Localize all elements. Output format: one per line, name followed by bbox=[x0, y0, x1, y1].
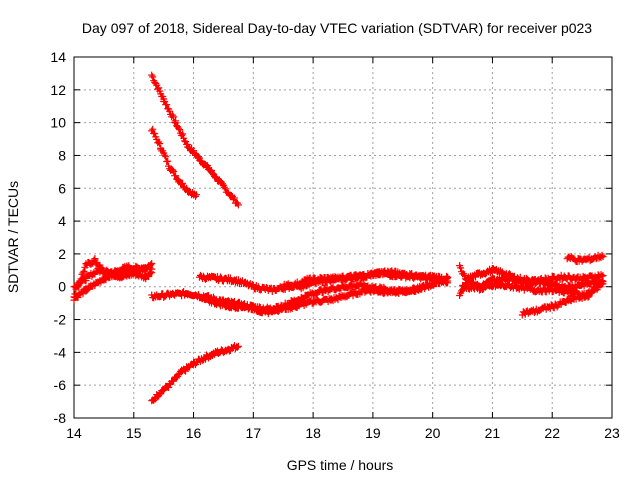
series-arc-9 bbox=[196, 273, 452, 318]
plot-frame bbox=[73, 56, 613, 419]
series-arc-2 bbox=[148, 125, 200, 200]
x-tick-label: 17 bbox=[246, 425, 262, 441]
y-tick-label: 10 bbox=[50, 115, 66, 131]
x-tick-label: 23 bbox=[604, 425, 620, 441]
y-tick-label: 14 bbox=[50, 49, 66, 65]
y-tick-label: 4 bbox=[58, 213, 66, 229]
x-axis-label: GPS time / hours bbox=[287, 457, 394, 473]
x-tick-label: 22 bbox=[544, 425, 560, 441]
y-tick-label: 6 bbox=[58, 180, 66, 196]
axis-ticks: 14 15 16 17 18 19 20 21 22 23 -8 -6 -4 -2 0 2 4 6 8 10 12 14 bbox=[50, 49, 620, 441]
x-tick-label: 16 bbox=[186, 425, 202, 441]
y-tick-label: -4 bbox=[54, 344, 67, 360]
chart-title: Day 097 of 2018, Sidereal Day-to-day VTE… bbox=[82, 20, 592, 36]
series-arc-3 bbox=[148, 342, 242, 405]
x-tick-label: 20 bbox=[425, 425, 441, 441]
series-arc-15 bbox=[563, 251, 607, 265]
x-tick-label: 15 bbox=[126, 425, 142, 441]
y-axis-label: SDTVAR / TECUs bbox=[5, 181, 21, 293]
y-tick-label: 2 bbox=[58, 246, 66, 262]
x-tick-label: 14 bbox=[66, 425, 82, 441]
series-arc-1 bbox=[148, 71, 242, 209]
y-tick-label: 8 bbox=[58, 147, 66, 163]
x-tick-label: 21 bbox=[485, 425, 501, 441]
x-tick-label: 18 bbox=[305, 425, 321, 441]
series-arc-10 bbox=[279, 267, 452, 293]
y-tick-label: -2 bbox=[54, 312, 67, 328]
y-tick-label: 0 bbox=[58, 279, 66, 295]
series-arc-14 bbox=[518, 277, 607, 319]
grid-lines bbox=[74, 57, 612, 418]
y-tick-label: -6 bbox=[54, 377, 67, 393]
x-tick-label: 19 bbox=[365, 425, 381, 441]
y-tick-label: 12 bbox=[50, 82, 66, 98]
series-arc-6 bbox=[70, 260, 156, 304]
y-tick-label: -8 bbox=[54, 410, 67, 426]
data-series bbox=[70, 71, 607, 405]
